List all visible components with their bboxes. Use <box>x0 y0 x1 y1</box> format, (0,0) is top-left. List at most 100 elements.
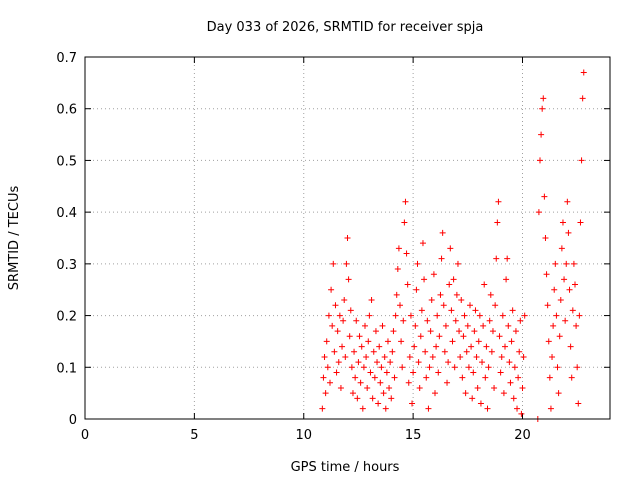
data-point <box>552 260 559 267</box>
data-point <box>521 312 528 319</box>
data-point <box>477 400 484 407</box>
data-point <box>563 260 570 267</box>
data-point <box>428 297 435 304</box>
data-point <box>452 317 459 324</box>
data-point <box>332 302 339 309</box>
data-point <box>367 369 374 376</box>
data-point <box>484 405 491 412</box>
data-point <box>495 198 502 205</box>
y-tick-label: 0.1 <box>56 361 77 376</box>
data-point <box>387 359 394 366</box>
data-point <box>348 364 355 371</box>
data-point <box>535 209 542 216</box>
data-point <box>575 400 582 407</box>
data-point <box>426 364 433 371</box>
data-point <box>404 281 411 288</box>
data-point <box>410 369 417 376</box>
data-point <box>366 312 373 319</box>
data-point <box>329 322 336 329</box>
data-point <box>322 390 329 397</box>
data-point <box>328 286 335 293</box>
data-point <box>565 229 572 236</box>
data-point <box>510 395 517 402</box>
data-point <box>336 312 343 319</box>
data-point <box>448 307 455 314</box>
data-point <box>407 312 414 319</box>
data-point <box>388 395 395 402</box>
data-point <box>418 307 425 314</box>
data-point <box>382 405 389 412</box>
data-point <box>435 369 442 376</box>
data-point <box>453 291 460 298</box>
data-point <box>414 260 421 267</box>
data-point <box>447 245 454 252</box>
data-point <box>468 343 475 350</box>
data-point <box>451 364 458 371</box>
data-point <box>374 359 381 366</box>
data-point <box>486 317 493 324</box>
data-point <box>378 364 385 371</box>
data-point <box>470 369 477 376</box>
data-point <box>465 364 472 371</box>
data-point <box>562 317 569 324</box>
data-point <box>481 281 488 288</box>
data-point <box>457 353 464 360</box>
chart-title: Day 033 of 2026, SRMTID for receiver spj… <box>207 20 484 35</box>
data-point <box>519 384 526 391</box>
data-point <box>469 395 476 402</box>
data-point <box>377 379 384 386</box>
data-point <box>576 312 583 319</box>
data-point <box>567 343 574 350</box>
data-point <box>454 260 461 267</box>
data-point <box>541 193 548 200</box>
data-point <box>436 333 443 340</box>
data-point <box>370 348 377 355</box>
data-point <box>473 353 480 360</box>
x-tick-label: 20 <box>514 428 531 443</box>
data-point <box>333 369 340 376</box>
data-point <box>492 302 499 309</box>
grid <box>85 57 610 419</box>
y-tick-label: 0 <box>69 413 77 428</box>
y-tick-label: 0.5 <box>56 154 77 169</box>
data-point <box>545 338 552 345</box>
data-point <box>569 307 576 314</box>
data-point <box>493 255 500 262</box>
data-point <box>386 384 393 391</box>
data-point <box>502 343 508 350</box>
data-point <box>342 353 349 360</box>
data-point <box>379 322 386 329</box>
data-point <box>344 235 351 241</box>
y-tick-label: 0.3 <box>56 258 77 273</box>
x-tick-label: 15 <box>405 428 422 443</box>
data-point <box>409 400 416 407</box>
data-point <box>403 250 410 257</box>
data-point <box>570 260 577 267</box>
data-point <box>353 317 360 324</box>
data-point <box>399 364 406 371</box>
data-point <box>476 312 483 319</box>
plot-frame <box>84 56 611 420</box>
y-tick-label: 0.4 <box>56 206 77 221</box>
data-point <box>343 260 350 267</box>
data-point <box>553 312 560 319</box>
data-point <box>561 276 568 283</box>
data-point <box>446 281 453 288</box>
data-point <box>546 374 553 381</box>
data-points <box>319 69 587 422</box>
data-point <box>427 328 434 335</box>
data-point <box>461 312 468 319</box>
data-point <box>434 312 441 319</box>
data-point <box>360 364 367 371</box>
data-point <box>483 343 490 350</box>
data-point <box>358 343 365 350</box>
data-point <box>547 405 554 412</box>
data-point <box>334 328 341 335</box>
data-point <box>406 353 413 360</box>
data-point <box>325 312 332 319</box>
data-point <box>413 286 420 293</box>
data-point <box>319 405 326 412</box>
data-point <box>579 95 586 102</box>
data-point <box>512 328 519 335</box>
data-point <box>362 322 368 329</box>
